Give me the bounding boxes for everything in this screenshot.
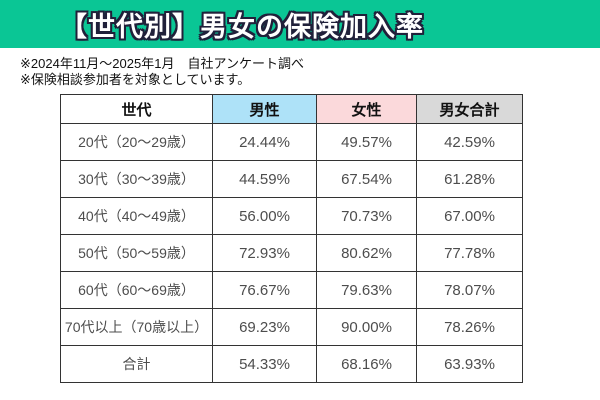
cell-generation: 20代（20～29歳） bbox=[60, 123, 213, 161]
cell-female: 79.63% bbox=[316, 271, 417, 309]
col-header-generation: 世代 bbox=[60, 94, 213, 124]
cell-male: 44.59% bbox=[212, 160, 317, 198]
cell-total: 78.26% bbox=[416, 308, 523, 346]
cell-total: 42.59% bbox=[416, 123, 523, 161]
col-header-male: 男性 bbox=[212, 94, 317, 124]
cell-generation: 70代以上（70歳以上） bbox=[60, 308, 213, 346]
cell-female: 80.62% bbox=[316, 234, 417, 272]
cell-generation: 60代（60～69歳） bbox=[60, 271, 213, 309]
cell-male: 72.93% bbox=[212, 234, 317, 272]
survey-note-target: ※保険相談参加者を対象としています。 bbox=[20, 72, 251, 87]
cell-male: 54.33% bbox=[212, 345, 317, 383]
cell-male: 56.00% bbox=[212, 197, 317, 235]
table-row: 70代以上（70歳以上） 69.23% 90.00% 78.26% bbox=[60, 308, 523, 346]
cell-female: 68.16% bbox=[316, 345, 417, 383]
table-row: 20代（20～29歳） 24.44% 49.57% 42.59% bbox=[60, 123, 523, 161]
cell-male: 69.23% bbox=[212, 308, 317, 346]
table-row: 50代（50～59歳） 72.93% 80.62% 77.78% bbox=[60, 234, 523, 272]
cell-total: 63.93% bbox=[416, 345, 523, 383]
cell-generation: 40代（40～49歳） bbox=[60, 197, 213, 235]
col-header-female: 女性 bbox=[316, 94, 417, 124]
survey-note-period: ※2024年11月～2025年1月 自社アンケート調べ bbox=[20, 56, 304, 71]
cell-female: 70.73% bbox=[316, 197, 417, 235]
cell-generation: 50代（50～59歳） bbox=[60, 234, 213, 272]
table-row-total: 合計 54.33% 68.16% 63.93% bbox=[60, 345, 523, 383]
cell-total: 77.78% bbox=[416, 234, 523, 272]
survey-notes: ※2024年11月～2025年1月 自社アンケート調べ ※保険相談参加者を対象と… bbox=[20, 56, 600, 88]
cell-male: 24.44% bbox=[212, 123, 317, 161]
cell-total: 78.07% bbox=[416, 271, 523, 309]
cell-female: 90.00% bbox=[316, 308, 417, 346]
page-title: 【世代別】男女の保険加入率 bbox=[60, 11, 424, 42]
insurance-rate-table: 世代 男性 女性 男女合計 20代（20～29歳） 24.44% 49.57% … bbox=[60, 94, 523, 383]
cell-female: 67.54% bbox=[316, 160, 417, 198]
table-row: 60代（60～69歳） 76.67% 79.63% 78.07% bbox=[60, 271, 523, 309]
cell-total: 67.00% bbox=[416, 197, 523, 235]
cell-female: 49.57% bbox=[316, 123, 417, 161]
col-header-total: 男女合計 bbox=[416, 94, 523, 124]
cell-generation: 30代（30～39歳） bbox=[60, 160, 213, 198]
title-banner: 【世代別】男女の保険加入率 bbox=[0, 0, 600, 48]
table-row: 40代（40～49歳） 56.00% 70.73% 67.00% bbox=[60, 197, 523, 235]
cell-total: 61.28% bbox=[416, 160, 523, 198]
table-header-row: 世代 男性 女性 男女合計 bbox=[60, 94, 523, 124]
cell-generation: 合計 bbox=[60, 345, 213, 383]
table-row: 30代（30～39歳） 44.59% 67.54% 61.28% bbox=[60, 160, 523, 198]
cell-male: 76.67% bbox=[212, 271, 317, 309]
